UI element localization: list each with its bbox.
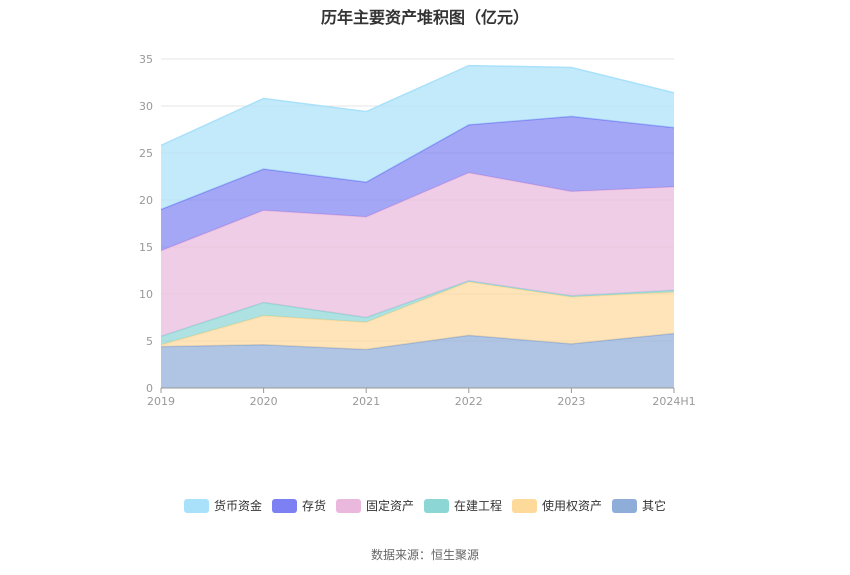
- legend-item-qita[interactable]: 其它: [612, 497, 666, 514]
- legend-swatch: [612, 498, 638, 513]
- legend-swatch: [271, 498, 297, 513]
- legend-item-gudingzichan[interactable]: 固定资产: [335, 497, 414, 514]
- y-tick-label: 25: [139, 147, 153, 160]
- y-tick-label: 10: [139, 288, 153, 301]
- area-series-0: [161, 333, 674, 388]
- area-layer: [160, 64, 675, 388]
- area-series-5: [161, 65, 674, 210]
- axis-layer: 0 5 10 15 20 25 30 35 2019 2020 2021 2022 2023 2024H1: [139, 53, 696, 408]
- x-tick-label: 2024H1: [652, 395, 695, 408]
- area-series-1: [161, 281, 674, 350]
- legend-item-shiyongquanzichan[interactable]: 使用权资产: [512, 497, 602, 514]
- area-series-4: [161, 116, 674, 251]
- legend-label: 固定资产: [365, 499, 414, 513]
- x-tick-label: 2022: [455, 395, 483, 408]
- legend-label: 存货: [301, 499, 326, 513]
- area-series-2: [161, 280, 674, 345]
- legend-item-zaijiangongcheng[interactable]: 在建工程: [424, 497, 502, 514]
- y-tick-label: 20: [139, 194, 153, 207]
- legend-label: 其它: [642, 499, 667, 513]
- chart-title: 历年主要资产堆积图（亿元）: [320, 8, 529, 27]
- y-tick-label: 15: [139, 241, 153, 254]
- legend-swatch: [424, 498, 449, 513]
- x-tick-label: 2023: [557, 395, 585, 408]
- y-tick-label: 35: [139, 53, 153, 66]
- y-tick-label: 30: [139, 100, 153, 113]
- x-tick-label: 2020: [250, 395, 278, 408]
- legend-item-cunhuo[interactable]: 存货: [271, 497, 326, 514]
- legend-swatch: [183, 498, 209, 513]
- legend-swatch: [335, 498, 361, 513]
- legend-item-huobizijin[interactable]: 货币资金: [183, 497, 262, 514]
- x-tick-label: 2021: [352, 395, 380, 408]
- y-tick-label: 0: [146, 382, 153, 395]
- area-series-3: [161, 172, 674, 337]
- legend-label: 使用权资产: [542, 499, 603, 513]
- legend-label: 货币资金: [213, 499, 262, 513]
- source-note: 数据来源：恒生聚源: [370, 548, 479, 562]
- legend-label: 在建工程: [454, 499, 503, 513]
- legend-swatch: [512, 498, 538, 513]
- x-tick-label: 2019: [147, 395, 175, 408]
- legend: 货币资金 存货 固定资产 在建工程 使用权资产 其它: [0, 497, 850, 514]
- y-tick-label: 5: [146, 335, 153, 348]
- line-series-5: [160, 64, 675, 147]
